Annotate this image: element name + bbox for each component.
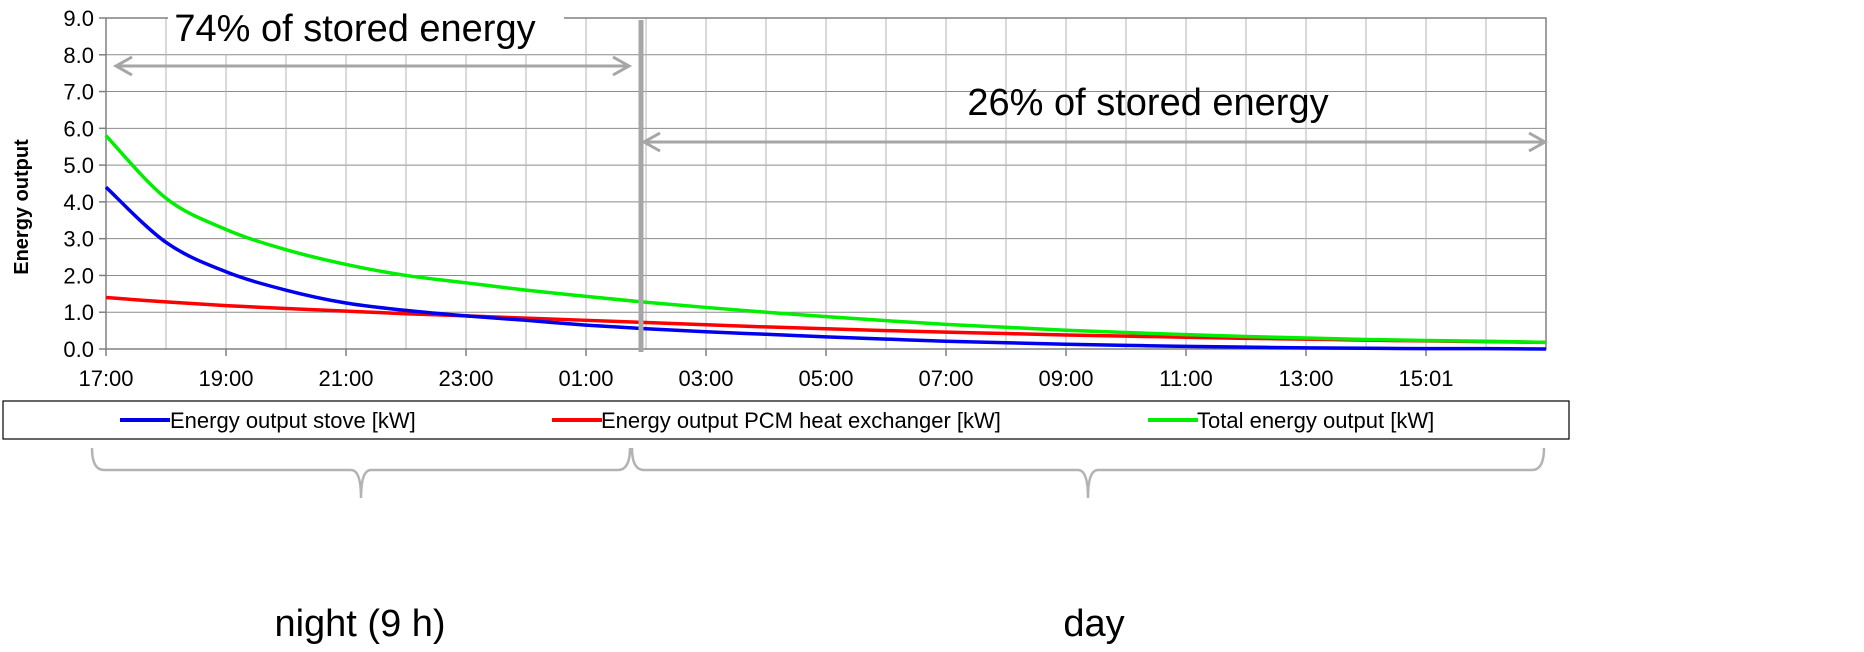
series-lines <box>104 134 1547 351</box>
night-share-annotation: 74% of stored energy <box>174 8 535 50</box>
night-brace <box>90 447 632 499</box>
series-line-2 <box>104 134 1547 345</box>
day-arrow <box>640 131 1549 153</box>
day-brace <box>630 447 1546 499</box>
legend: Energy output stove [kW] Energy output PC… <box>2 400 1570 440</box>
day-share-annotation: 26% of stored energy <box>967 82 1328 124</box>
y-axis-ticks: 0.0 1.0 2.0 3.0 4.0 5.0 6.0 7.0 8.0 9.0 <box>63 6 106 362</box>
arrow-head-right <box>1528 131 1549 153</box>
y-tick-label: 1.0 <box>63 300 94 325</box>
x-tick-label: 15:01 <box>1398 366 1453 391</box>
y-tick-label: 9.0 <box>63 6 94 31</box>
y-tick-label: 4.0 <box>63 190 94 215</box>
arrow-head-left <box>640 131 661 153</box>
x-tick-label: 17:00 <box>78 366 133 391</box>
day-label: day <box>1063 603 1124 645</box>
arrow-head-left <box>112 55 133 77</box>
y-tick-label: 7.0 <box>63 80 94 105</box>
x-tick-label: 23:00 <box>438 366 493 391</box>
x-tick-label: 03:00 <box>678 366 733 391</box>
y-tick-label: 8.0 <box>63 43 94 68</box>
series-line-0 <box>104 185 1547 351</box>
y-tick-label: 6.0 <box>63 116 94 141</box>
plot-frame <box>105 17 1547 350</box>
night-arrow <box>112 55 633 77</box>
x-tick-label: 19:00 <box>198 366 253 391</box>
grid-lines <box>105 17 1547 350</box>
x-tick-label: 09:00 <box>1038 366 1093 391</box>
y-tick-label: 3.0 <box>63 227 94 252</box>
legend-box <box>2 400 1570 440</box>
x-axis-ticks: 17:00 19:00 21:00 23:00 01:00 03:00 05:00 07:00… <box>78 349 1454 391</box>
y-tick-label: 2.0 <box>63 263 94 288</box>
legend-label-1: Energy output PCM heat exchanger [kW] <box>601 408 1001 433</box>
x-tick-label: 07:00 <box>918 366 973 391</box>
y-tick-label: 5.0 <box>63 153 94 178</box>
y-tick-label: 0.0 <box>63 337 94 362</box>
night-label: night (9 h) <box>274 603 445 645</box>
legend-label-0: Energy output stove [kW] <box>170 408 416 433</box>
x-tick-label: 13:00 <box>1278 366 1333 391</box>
x-tick-label: 05:00 <box>798 366 853 391</box>
x-tick-label: 21:00 <box>318 366 373 391</box>
legend-label-2: Total energy output [kW] <box>1197 408 1434 433</box>
annotations: 74% of stored energy 26% of stored energy… <box>90 0 1549 645</box>
annotation-background <box>168 0 564 54</box>
arrow-head-right <box>612 55 633 77</box>
x-tick-label: 01:00 <box>558 366 613 391</box>
y-axis-label: Energy output <box>11 139 33 275</box>
x-tick-label: 11:00 <box>1159 366 1212 391</box>
